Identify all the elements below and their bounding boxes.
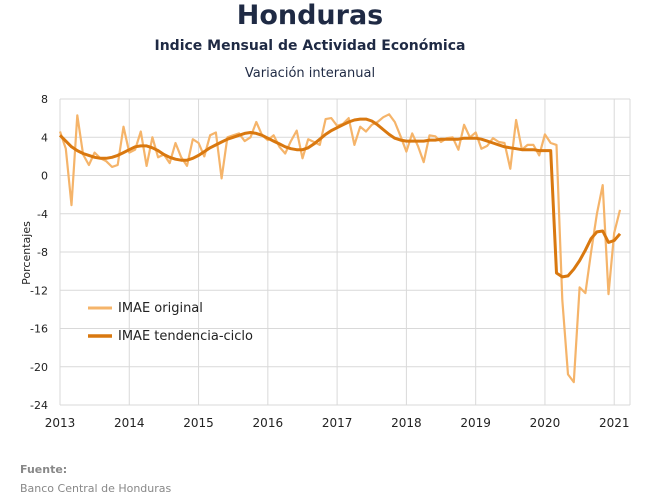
series-lines <box>58 113 622 384</box>
y-tick-label: -4 <box>37 208 48 221</box>
legend-label-trend: IMAE tendencia-ciclo <box>118 328 254 344</box>
source-text: Banco Central de Honduras <box>20 482 172 495</box>
x-tick-label: 2019 <box>460 416 491 430</box>
legend-swatch-original <box>88 306 112 310</box>
x-tick-label: 2020 <box>530 416 561 430</box>
y-tick-label: -12 <box>30 284 48 297</box>
y-tick-label: -24 <box>30 399 48 412</box>
chart-subtitle: Indice Mensual de Actividad Económica <box>154 38 466 54</box>
y-tick-label: 8 <box>41 93 48 106</box>
x-tick-label: 2015 <box>183 416 214 430</box>
x-tick-label: 2013 <box>45 416 76 430</box>
x-tick-label: 2016 <box>253 416 284 430</box>
legend-item-trend: IMAE tendencia-ciclo <box>88 322 253 350</box>
x-tick-label: 2018 <box>391 416 422 430</box>
chart-title: Honduras <box>236 0 384 31</box>
legend: IMAE original IMAE tendencia-ciclo <box>88 294 253 350</box>
line-chart: 8 4 0 -4 -8 -12 -16 -20 -24 2013 2014 2015 2016 2017… <box>20 93 631 430</box>
y-tick-label: 4 <box>41 131 48 144</box>
x-axis-ticks: 2013 2014 2015 2016 2017 2018 2019 2020 2021 <box>45 416 630 430</box>
x-tick-label: 2021 <box>599 416 630 430</box>
chart-subtitle-secondary: Variación interanual <box>244 66 376 81</box>
grid-lines <box>59 98 631 406</box>
y-tick-label: -20 <box>30 361 48 374</box>
y-axis-label: Porcentajes <box>20 221 33 285</box>
source-label: Fuente: <box>20 463 68 476</box>
y-tick-label: -16 <box>30 323 48 336</box>
x-tick-label: 2017 <box>322 416 353 430</box>
y-tick-label: -8 <box>37 246 48 259</box>
legend-swatch-trend <box>88 334 112 338</box>
legend-label-original: IMAE original <box>118 300 203 316</box>
series-line-trend <box>58 117 622 279</box>
y-tick-label: 0 <box>41 170 48 183</box>
x-tick-label: 2014 <box>114 416 145 430</box>
y-axis-ticks: 8 4 0 -4 -8 -12 -16 -20 -24 <box>30 93 48 412</box>
legend-item-original: IMAE original <box>88 294 253 322</box>
